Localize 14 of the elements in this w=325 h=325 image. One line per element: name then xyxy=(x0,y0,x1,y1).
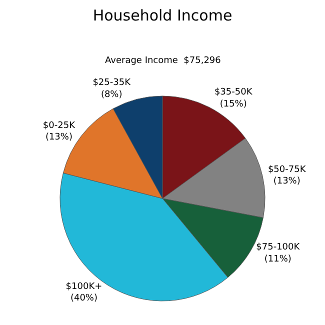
data-label: (13%) xyxy=(45,132,72,142)
data-label: (8%) xyxy=(100,90,122,100)
slice-label: $75-100K xyxy=(256,242,301,253)
data-label: (15%) xyxy=(220,99,247,110)
data-label: (11%) xyxy=(264,254,292,264)
data-label: (40%) xyxy=(70,294,98,304)
slice-label: $100K+ xyxy=(66,282,102,292)
slice-label: $35-50K xyxy=(214,88,254,98)
data-label: (13%) xyxy=(273,176,300,186)
slice-label: $50-75K xyxy=(268,164,307,175)
slice-label: $0-25K xyxy=(42,120,76,131)
chart-subtitle: Average Income $75,296 xyxy=(105,56,222,66)
chart-title: Household Income xyxy=(92,6,232,24)
slice-label: $25-35K xyxy=(92,78,132,88)
